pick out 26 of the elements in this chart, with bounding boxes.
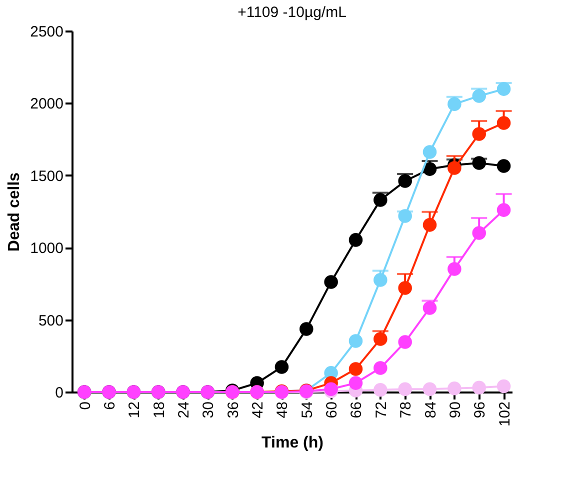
y-axis-title: Dead cells <box>6 172 24 252</box>
y-tick-label: 2500 <box>30 24 64 40</box>
x-axis-title: Time (h) <box>262 434 324 452</box>
x-tick-label: 6 <box>102 402 119 410</box>
x-tick-label: 30 <box>200 402 218 418</box>
x-tick-label: 78 <box>398 402 415 418</box>
y-tick-label: 1000 <box>30 240 64 258</box>
y-tick-label: 1500 <box>30 168 64 185</box>
x-tick-label: 90 <box>446 402 464 418</box>
x-tick-label: 0 <box>76 402 94 410</box>
y-tick-label: 2000 <box>30 96 64 113</box>
x-tick-label: 96 <box>472 402 489 418</box>
x-tick-label: 54 <box>298 402 316 418</box>
y-tick-label: 500 <box>38 312 64 330</box>
x-tick-label: 42 <box>250 402 267 418</box>
chart-title: +1109 -10µg/mL <box>238 4 346 21</box>
x-tick-label: 18 <box>150 402 168 418</box>
x-tick-label: 102 <box>496 402 514 427</box>
x-tick-label: 66 <box>348 402 366 418</box>
x-tick-label: 36 <box>224 402 242 418</box>
x-tick-label: 48 <box>274 402 292 418</box>
x-tick-label: 24 <box>176 402 193 418</box>
x-tick-label: 72 <box>372 402 390 418</box>
x-tick-label: 12 <box>126 402 144 418</box>
x-tick-label: 84 <box>422 402 440 418</box>
x-tick-label: 60 <box>324 402 341 418</box>
